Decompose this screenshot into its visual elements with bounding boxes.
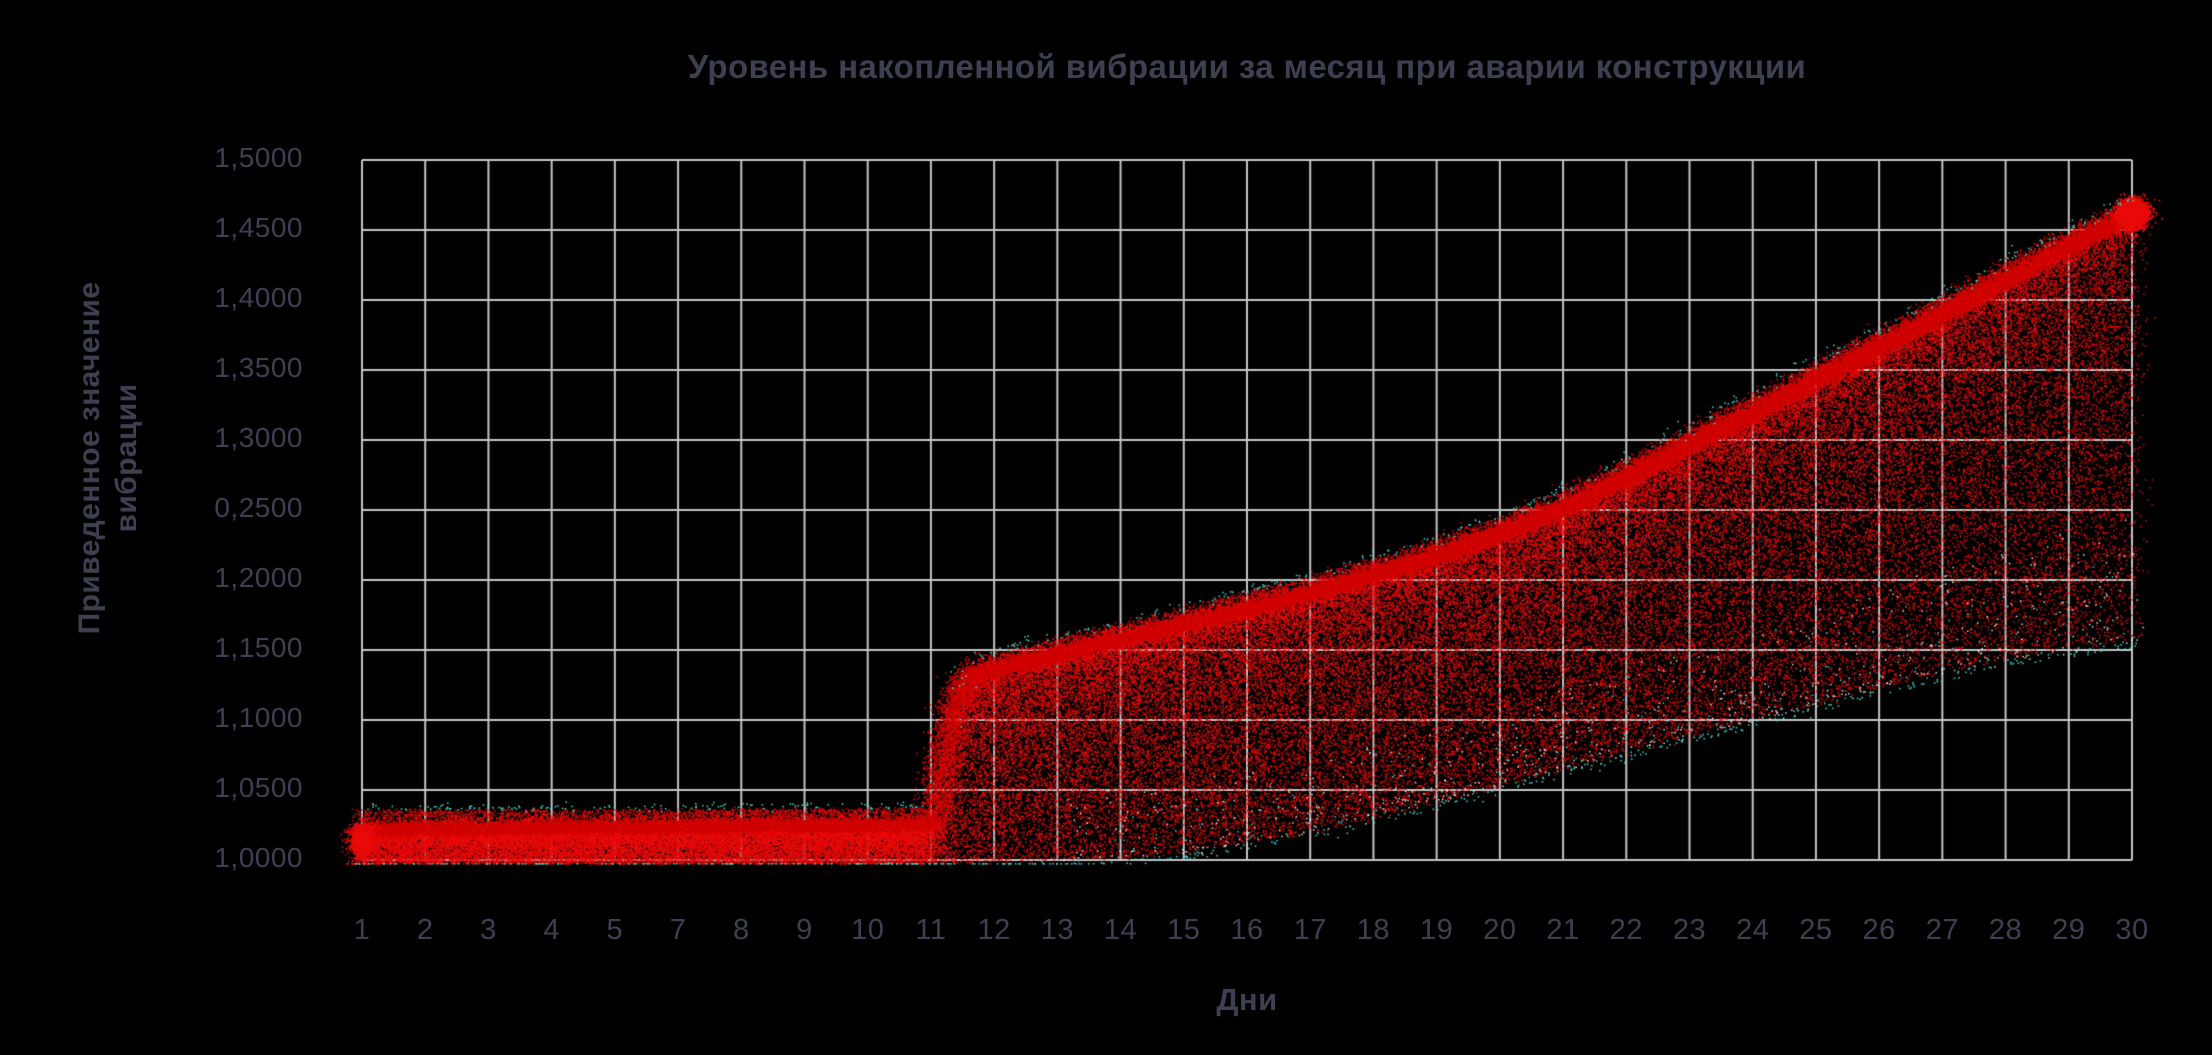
y-tick-label: 1,3500 xyxy=(214,352,303,384)
x-tick-label: 29 xyxy=(2052,914,2086,946)
y-tick-label: 1,4000 xyxy=(214,282,303,314)
x-tick-label: 26 xyxy=(1862,914,1896,946)
x-tick-label: 23 xyxy=(1672,914,1707,946)
x-tick-label: 3 xyxy=(480,914,497,946)
x-tick-label: 13 xyxy=(1040,914,1074,946)
x-tick-label: 1 xyxy=(353,914,371,946)
chart-title: Уровень накопленной вибрации за месяц пр… xyxy=(687,48,1807,85)
x-tick-label: 22 xyxy=(1609,914,1643,946)
x-tick-label: 9 xyxy=(796,914,813,946)
x-tick-label: 19 xyxy=(1420,914,1454,946)
x-tick-label: 20 xyxy=(1483,914,1517,946)
x-tick-label: 11 xyxy=(915,914,947,946)
x-tick-label: 14 xyxy=(1103,914,1138,946)
y-axis-title: Приведенное значение вибрации xyxy=(71,282,145,635)
y-axis-title-line-2: вибрации xyxy=(110,383,143,533)
x-tick-label: 12 xyxy=(977,914,1011,946)
x-tick-label: 15 xyxy=(1167,914,1201,946)
x-tick-label: 27 xyxy=(1925,914,1959,946)
x-tick-label: 18 xyxy=(1356,914,1391,946)
y-tick-label: 1,1000 xyxy=(214,702,303,734)
y-tick-label: 1,0000 xyxy=(214,842,303,874)
x-tick-label: 10 xyxy=(851,914,885,946)
y-tick-label: 1,4500 xyxy=(214,212,303,244)
y-tick-label: 1,2000 xyxy=(214,562,303,594)
y-tick-label: 0,2500 xyxy=(214,492,303,524)
x-tick-label: 4 xyxy=(543,914,560,946)
x-tick-label: 25 xyxy=(1799,914,1833,946)
x-tick-label: 5 xyxy=(606,914,624,946)
x-tick-label: 24 xyxy=(1736,914,1770,946)
x-tick-label: 2 xyxy=(416,914,434,946)
x-tick-label: 30 xyxy=(2115,914,2149,946)
x-tick-label: 21 xyxy=(1546,914,1580,946)
x-tick-label: 7 xyxy=(669,914,687,946)
x-tick-label: 17 xyxy=(1293,914,1327,946)
y-axis-title-line-1: Приведенное значение xyxy=(73,281,106,635)
x-tick-label: 8 xyxy=(732,914,750,946)
y-tick-label: 1,5000 xyxy=(214,142,303,174)
y-tick-label: 1,0500 xyxy=(214,772,303,804)
x-tick-label: 16 xyxy=(1230,914,1264,946)
x-tick-label: 28 xyxy=(1988,914,2023,946)
x-axis-title: Дни xyxy=(1216,982,1278,1017)
y-tick-label: 1,1500 xyxy=(214,632,303,664)
y-tick-label: 1,3000 xyxy=(214,422,303,454)
